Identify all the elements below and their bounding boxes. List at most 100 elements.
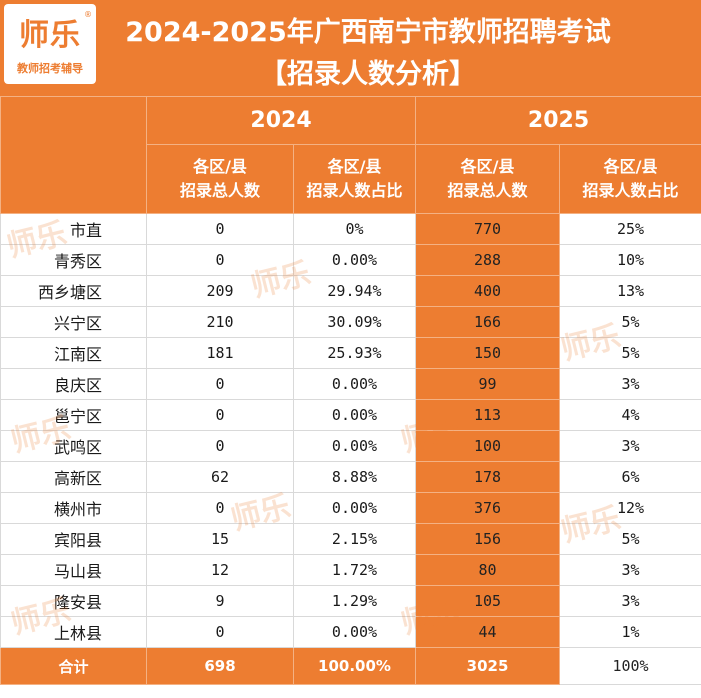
total-count-2025: 3025 xyxy=(415,647,561,685)
count-2025: 99 xyxy=(415,368,561,400)
share-2025: 13% xyxy=(559,275,701,307)
share-2024: 30.09% xyxy=(292,306,417,338)
share-2025: 12% xyxy=(559,492,701,524)
table-row: 良庆区 0 0.00% 99 3% xyxy=(0,368,701,400)
table-row: 高新区 62 8.88% 178 6% xyxy=(0,461,701,493)
share-2024: 8.88% xyxy=(292,461,417,493)
col-header-2025-share: 各区/县 招录人数占比 xyxy=(559,144,701,214)
count-2024: 12 xyxy=(146,554,294,586)
table-row: 上林县 0 0.00% 44 1% xyxy=(0,616,701,648)
count-2024: 9 xyxy=(146,585,294,617)
share-2025: 3% xyxy=(559,430,701,462)
table-row: 兴宁区 210 30.09% 166 5% xyxy=(0,306,701,338)
district-name: 市直 xyxy=(0,213,147,245)
table-row: 江南区 181 25.93% 150 5% xyxy=(0,337,701,369)
table-row: 武鸣区 0 0.00% 100 3% xyxy=(0,430,701,462)
col-header-2024-share: 各区/县 招录人数占比 xyxy=(292,144,417,214)
table-row: 邕宁区 0 0.00% 113 4% xyxy=(0,399,701,431)
district-name: 青秀区 xyxy=(0,244,147,276)
header-banner: 师乐 ® 教师招考辅导 2024-2025年广西南宁市教师招聘考试 【招录人数分… xyxy=(0,0,701,96)
share-2024: 29.94% xyxy=(292,275,417,307)
share-2024: 0% xyxy=(292,213,417,245)
share-2024: 0.00% xyxy=(292,244,417,276)
share-2024: 0.00% xyxy=(292,368,417,400)
table-row: 西乡塘区 209 29.94% 400 13% xyxy=(0,275,701,307)
count-2024: 15 xyxy=(146,523,294,555)
count-2025: 288 xyxy=(415,244,561,276)
district-name: 上林县 xyxy=(0,616,147,648)
count-2025: 166 xyxy=(415,306,561,338)
header-text: 各区/县 招录人数占比 xyxy=(306,157,403,200)
share-2025: 25% xyxy=(559,213,701,245)
total-label: 合计 xyxy=(0,647,147,685)
district-name: 武鸣区 xyxy=(0,430,147,462)
total-share-2025: 100% xyxy=(559,647,701,685)
table-row: 隆安县 9 1.29% 105 3% xyxy=(0,585,701,617)
count-2025: 400 xyxy=(415,275,561,307)
count-2025: 770 xyxy=(415,213,561,245)
registered-mark: ® xyxy=(84,10,92,19)
header-text: 各区/县 招录总人数 xyxy=(447,157,528,200)
share-2025: 3% xyxy=(559,554,701,586)
recruitment-table: 2024 2025 各区/县 招录总人数 各区/县 招录人数占比 各区/县 招录总人数… xyxy=(0,96,701,685)
table-row: 宾阳县 15 2.15% 156 5% xyxy=(0,523,701,555)
header-text: 各区/县 招录总人数 xyxy=(179,157,260,200)
count-2024: 0 xyxy=(146,213,294,245)
logo-subtitle: 教师招考辅导 xyxy=(17,62,83,75)
table-row: 横州市 0 0.00% 376 12% xyxy=(0,492,701,524)
table-row: 青秀区 0 0.00% 288 10% xyxy=(0,244,701,276)
count-2024: 210 xyxy=(146,306,294,338)
count-2025: 376 xyxy=(415,492,561,524)
column-header-row: 各区/县 招录总人数 各区/县 招录人数占比 各区/县 招录总人数 各区/县 招录人数占… xyxy=(1,144,701,214)
district-name: 江南区 xyxy=(0,337,147,369)
district-name: 邕宁区 xyxy=(0,399,147,431)
share-2024: 0.00% xyxy=(292,399,417,431)
total-row: 合计 698 100.00% 3025 100% xyxy=(0,647,701,685)
share-2025: 5% xyxy=(559,523,701,555)
share-2024: 25.93% xyxy=(292,337,417,369)
district-name: 高新区 xyxy=(0,461,147,493)
share-2025: 4% xyxy=(559,399,701,431)
count-2025: 105 xyxy=(415,585,561,617)
count-2024: 0 xyxy=(146,616,294,648)
count-2024: 0 xyxy=(146,399,294,431)
count-2025: 100 xyxy=(415,430,561,462)
col-header-2024-count: 各区/县 招录总人数 xyxy=(146,144,294,214)
total-share-2024: 100.00% xyxy=(292,647,417,685)
district-name: 良庆区 xyxy=(0,368,147,400)
count-2025: 178 xyxy=(415,461,561,493)
share-2024: 0.00% xyxy=(292,430,417,462)
share-2024: 1.29% xyxy=(292,585,417,617)
total-count-2024: 698 xyxy=(146,647,294,685)
district-name: 宾阳县 xyxy=(0,523,147,555)
share-2025: 3% xyxy=(559,585,701,617)
logo-name: 师乐 xyxy=(19,18,81,53)
count-2024: 62 xyxy=(146,461,294,493)
count-2024: 209 xyxy=(146,275,294,307)
table-row: 市直 0 0% 770 25% xyxy=(0,213,701,245)
share-2025: 3% xyxy=(559,368,701,400)
share-2024: 1.72% xyxy=(292,554,417,586)
count-2024: 0 xyxy=(146,244,294,276)
count-2024: 0 xyxy=(146,430,294,462)
col-header-2025-count: 各区/县 招录总人数 xyxy=(415,144,561,214)
count-2025: 113 xyxy=(415,399,561,431)
page-title: 2024-2025年广西南宁市教师招聘考试 xyxy=(125,17,611,48)
corner-cell xyxy=(0,96,147,214)
count-2025: 44 xyxy=(415,616,561,648)
brand-logo: 师乐 ® 教师招考辅导 xyxy=(4,4,96,84)
count-2025: 156 xyxy=(415,523,561,555)
share-2024: 0.00% xyxy=(292,616,417,648)
count-2024: 0 xyxy=(146,492,294,524)
table-row: 马山县 12 1.72% 80 3% xyxy=(0,554,701,586)
header-text: 各区/县 招录人数占比 xyxy=(582,157,679,200)
share-2025: 10% xyxy=(559,244,701,276)
district-name: 隆安县 xyxy=(0,585,147,617)
share-2025: 6% xyxy=(559,461,701,493)
district-name: 横州市 xyxy=(0,492,147,524)
year-2024-header: 2024 xyxy=(145,96,417,145)
district-name: 西乡塘区 xyxy=(0,275,147,307)
share-2025: 5% xyxy=(559,337,701,369)
share-2025: 1% xyxy=(559,616,701,648)
count-2025: 80 xyxy=(415,554,561,586)
